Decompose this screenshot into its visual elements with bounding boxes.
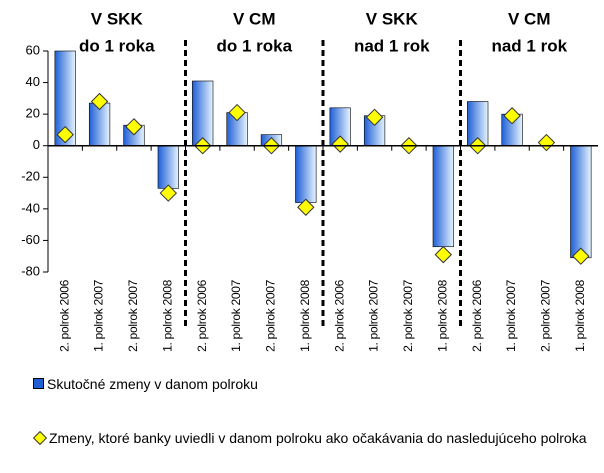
marker [90, 92, 109, 111]
marker [228, 103, 246, 122]
group-label: V SKK [91, 9, 144, 28]
group-label: nad 1 rok [354, 36, 430, 55]
group-label: nad 1 rok [491, 36, 567, 55]
y-tick-label: -80 [21, 263, 40, 278]
x-tick-label: 1. polrok 2008 [160, 279, 174, 351]
group-label: V CM [233, 9, 276, 28]
group-label: do 1 roka [216, 36, 292, 55]
legend-swatch [33, 378, 44, 389]
bar [157, 145, 179, 189]
marker [297, 198, 315, 216]
legend-label: Skutočné zmeny v danom polroku [47, 376, 258, 392]
x-tick-label: 1. polrok 2008 [435, 279, 449, 351]
bar [295, 145, 317, 203]
x-tick-label: 1. polrok 2008 [298, 279, 312, 351]
x-tick-label: 2. polrok 2007 [539, 279, 553, 351]
x-tick-label: 1. polrok 2007 [229, 279, 243, 351]
y-tick-label: -60 [21, 232, 40, 247]
group-label: V CM [508, 9, 551, 28]
marker [503, 107, 521, 125]
y-tick-label: -40 [21, 200, 40, 215]
x-tick-label: 1. polrok 2007 [92, 279, 106, 351]
x-tick-label: 1. polrok 2007 [504, 279, 518, 351]
x-tick-label: 2. polrok 2006 [470, 279, 484, 351]
y-tick-label: 40 [26, 74, 40, 89]
marker [572, 247, 590, 265]
legend-entry: Zmeny, ktoré banky uviedli v danom polro… [32, 430, 598, 447]
x-tick-label: 1. polrok 2008 [573, 279, 587, 351]
x-tick-label: 2. polrok 2007 [264, 279, 278, 351]
marker [331, 135, 349, 153]
legend-label: Zmeny, ktoré banky uviedli v danom polro… [49, 430, 587, 446]
x-tick-label: 2. polrok 2006 [57, 279, 71, 351]
marker [125, 118, 143, 136]
marker [537, 133, 556, 152]
bar [192, 80, 214, 147]
x-tick-label: 2. polrok 2006 [195, 279, 209, 351]
group-label: do 1 roka [79, 36, 155, 55]
group-label: V SKK [366, 9, 419, 28]
y-tick-label: 60 [26, 42, 40, 57]
bar [432, 145, 454, 248]
x-tick-label: 2. polrok 2006 [332, 279, 346, 351]
marker [434, 245, 453, 264]
legend-entry: Skutočné zmeny v danom polroku [33, 376, 598, 393]
x-tick-label: 2. polrok 2007 [401, 279, 415, 351]
legend-swatch [32, 430, 48, 446]
y-tick-label: 0 [33, 137, 40, 152]
y-tick-label: 20 [26, 106, 40, 121]
y-tick-label: -20 [21, 169, 40, 184]
marker [159, 184, 178, 202]
x-tick-label: 1. polrok 2007 [367, 279, 381, 351]
bar [570, 145, 592, 259]
x-tick-label: 2. polrok 2007 [126, 279, 140, 351]
marker [56, 125, 74, 144]
marker [365, 108, 384, 127]
